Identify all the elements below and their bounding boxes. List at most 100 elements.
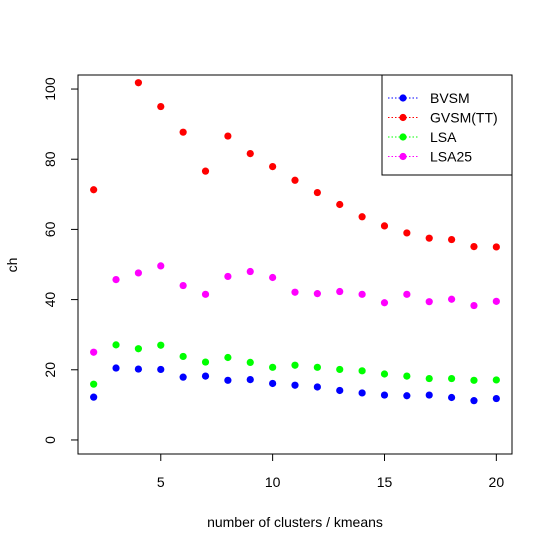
data-point (112, 364, 120, 372)
data-point (358, 367, 366, 375)
data-point (157, 262, 165, 270)
data-point (470, 376, 478, 384)
data-point (425, 234, 433, 242)
x-tick-label: 20 (489, 474, 505, 490)
data-point (470, 301, 478, 310)
data-point (470, 397, 478, 405)
legend-marker (399, 113, 407, 122)
data-point (425, 374, 433, 383)
data-point (246, 376, 254, 384)
data-point (269, 273, 277, 282)
data-point (201, 372, 210, 380)
data-point (492, 394, 500, 403)
series-bvsm (90, 364, 500, 405)
data-point (201, 290, 210, 298)
y-tick-label: 60 (42, 221, 58, 237)
legend-label: BVSM (430, 90, 470, 106)
data-point (313, 188, 321, 197)
data-point (403, 229, 411, 237)
data-point (179, 281, 187, 290)
data-point (134, 79, 143, 87)
data-point (447, 374, 456, 383)
data-point (358, 213, 366, 221)
data-point (447, 393, 456, 402)
data-point (313, 290, 321, 298)
series-gvsm-tt (90, 79, 500, 251)
data-point (492, 243, 500, 251)
data-point (380, 370, 389, 378)
data-point (492, 376, 500, 384)
data-point (380, 299, 389, 307)
data-point (336, 200, 344, 209)
y-tick-label: 100 (42, 77, 58, 101)
data-points (90, 79, 500, 405)
legend-marker (399, 152, 407, 161)
data-point (179, 373, 187, 381)
data-point (403, 392, 411, 400)
data-point (134, 269, 143, 277)
legend-label: GVSM(TT) (430, 110, 498, 126)
data-point (134, 345, 143, 353)
data-point (291, 361, 299, 369)
data-point (112, 275, 120, 284)
data-point (246, 358, 254, 367)
data-point (179, 352, 187, 361)
data-point (425, 391, 433, 399)
data-point (246, 150, 254, 158)
data-point (336, 386, 344, 395)
x-tick-label: 15 (377, 474, 393, 490)
y-axis-title: ch (4, 258, 20, 273)
data-point (134, 365, 143, 373)
y-tick-label: 20 (42, 362, 58, 378)
y-tick-label: 80 (42, 151, 58, 167)
data-point (291, 381, 299, 389)
data-point (179, 128, 187, 136)
data-point (90, 348, 98, 356)
data-point (246, 267, 254, 276)
y-axis: 0 20 40 60 80 100 (42, 77, 79, 444)
data-point (447, 295, 456, 303)
x-axis-title: number of clusters / kmeans (207, 514, 383, 530)
data-point (492, 297, 500, 305)
legend-marker (399, 94, 407, 102)
y-tick-label: 40 (42, 292, 58, 308)
data-point (90, 186, 98, 194)
y-tick-label: 0 (42, 436, 58, 444)
data-point (224, 376, 232, 384)
series-lsa (90, 341, 500, 388)
data-point (380, 391, 389, 399)
data-point (403, 372, 411, 380)
data-point (224, 353, 232, 362)
data-point (157, 102, 165, 111)
data-point (157, 365, 165, 374)
data-point (403, 290, 411, 298)
data-point (425, 298, 433, 306)
data-point (313, 383, 321, 391)
data-point (269, 379, 277, 388)
legend-label: LSA (430, 129, 457, 145)
data-point (291, 288, 299, 296)
data-point (336, 365, 344, 374)
data-point (112, 341, 120, 349)
data-point (269, 363, 277, 371)
data-point (90, 393, 98, 401)
data-point (358, 290, 366, 298)
legend-marker (399, 133, 407, 141)
data-point (447, 235, 456, 244)
x-axis: 5 10 15 20 (157, 453, 505, 490)
x-tick-label: 10 (265, 474, 281, 490)
data-point (201, 167, 210, 175)
data-point (291, 176, 299, 184)
data-point (470, 243, 478, 251)
data-point (224, 132, 232, 140)
data-point (358, 389, 366, 397)
legend-label: LSA25 (430, 149, 472, 165)
data-point (336, 287, 344, 296)
data-point (313, 363, 321, 371)
data-point (90, 380, 98, 388)
data-point (269, 162, 277, 171)
data-point (201, 358, 210, 366)
data-point (380, 222, 389, 230)
legend: BVSM GVSM(TT) LSA LSA25 (381, 74, 513, 176)
